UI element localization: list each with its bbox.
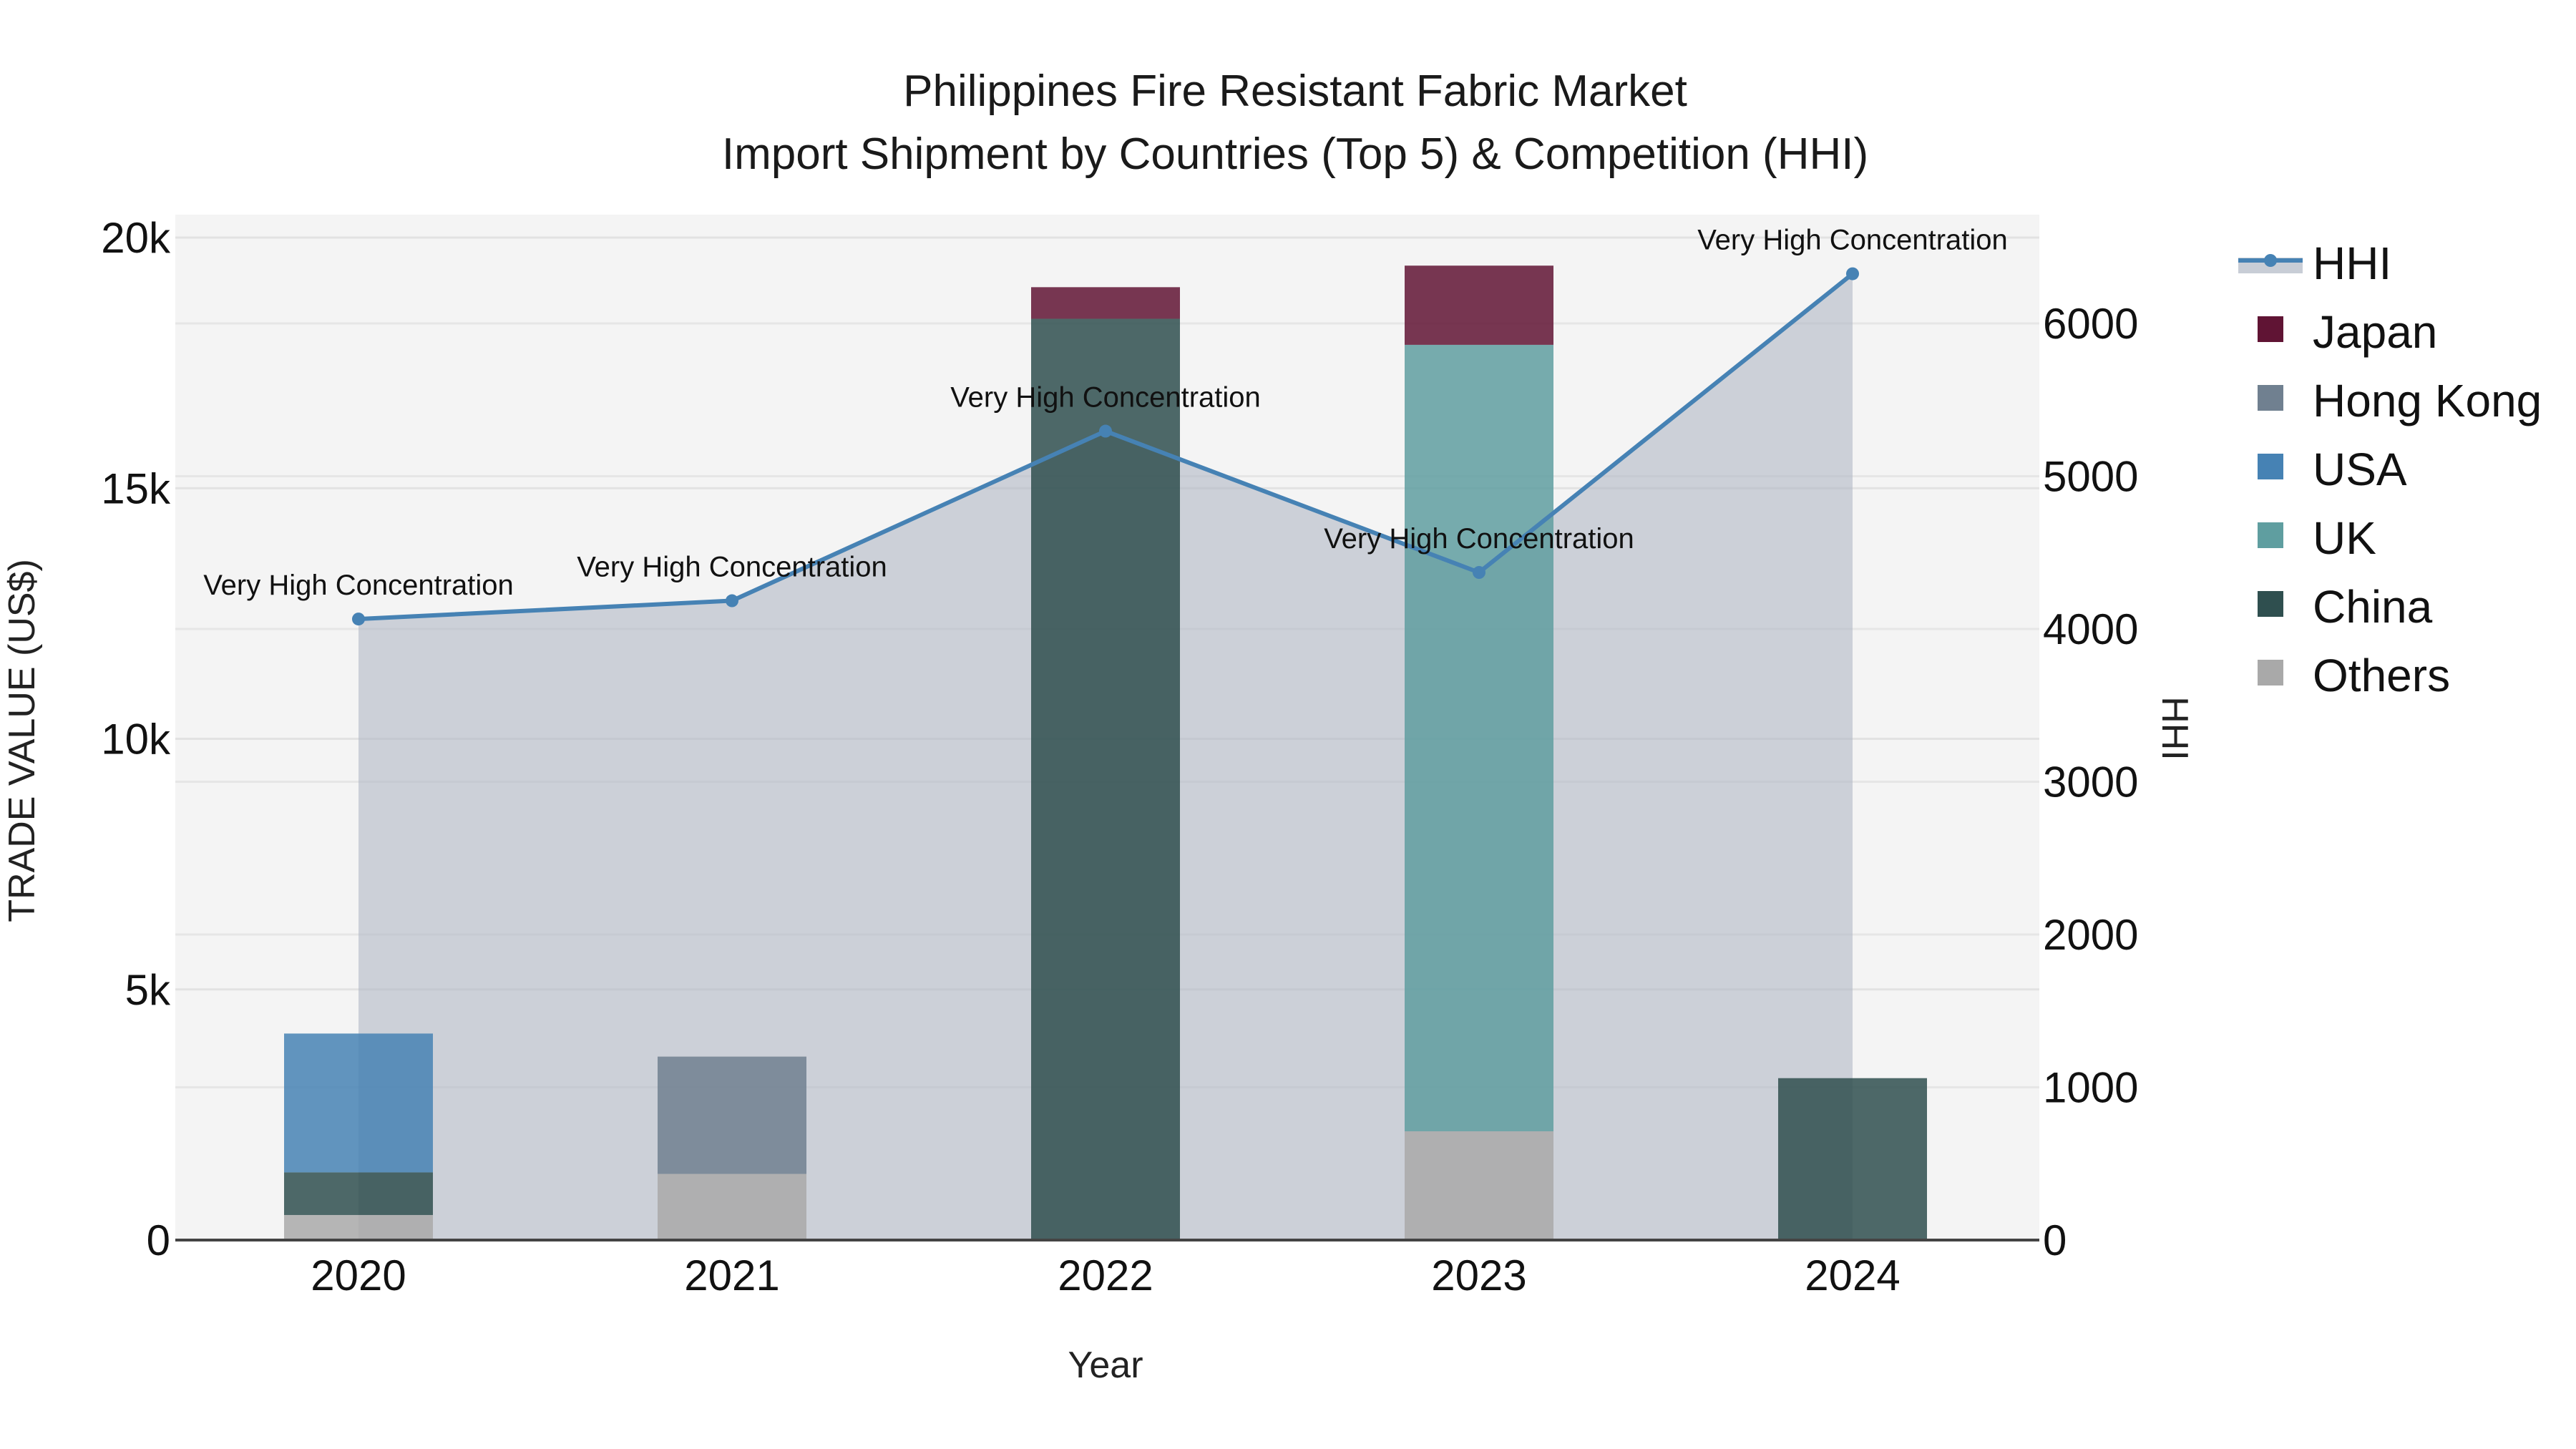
bar-segment-china [284, 1172, 433, 1215]
legend-label: USA [2313, 444, 2407, 495]
bar-segment-others [658, 1174, 806, 1240]
y-left-axis-title: TRADE VALUE (US$) [1, 559, 43, 922]
y-left-tick-label: 15k [101, 464, 171, 512]
legend-label: UK [2313, 512, 2376, 564]
y-right-tick-label: 0 [2043, 1216, 2067, 1264]
hhi-annotation: Very High Concentration [1324, 523, 1634, 555]
chart-title-line2: Import Shipment by Countries (Top 5) & C… [722, 130, 1868, 179]
legend-swatch-others [2258, 660, 2283, 686]
x-tick-label: 2021 [684, 1252, 779, 1299]
legend-label: Japan [2313, 306, 2437, 358]
y-right-tick-label: 2000 [2043, 911, 2138, 959]
bar-segment-uk [1405, 344, 1553, 1131]
y-right-axis-title: HHI [2154, 696, 2195, 761]
y-left-tick-label: 0 [147, 1216, 170, 1264]
hhi-marker [352, 613, 365, 626]
legend-swatch-uk [2258, 522, 2283, 548]
y-left-tick-label: 10k [101, 716, 171, 763]
legend-swatch-hong-kong [2258, 385, 2283, 411]
x-tick-label: 2023 [1431, 1252, 1526, 1299]
stacked-bars [284, 265, 1927, 1241]
x-tick-label: 2020 [311, 1252, 406, 1299]
y-left-tick-label: 20k [101, 214, 171, 262]
bar-segment-others [284, 1214, 433, 1240]
legend-swatch-china [2258, 591, 2283, 617]
y-right-ticks: 0 1000 2000 3000 4000 5000 6000 [2043, 300, 2138, 1264]
x-axis-title: Year [1068, 1345, 1143, 1386]
hhi-annotations: Very High Concentration Very High Concent… [203, 225, 2008, 602]
y-right-tick-label: 5000 [2043, 453, 2138, 501]
x-ticks: 2020 2021 2022 2023 2024 [311, 1252, 1900, 1299]
bar-segment-japan [1405, 265, 1553, 345]
legend-swatch-usa [2258, 454, 2283, 479]
y-left-ticks: 0 5k 10k 15k 20k [101, 214, 171, 1264]
x-tick-label: 2024 [1805, 1252, 1900, 1299]
legend: HHI Japan Hong Kong USA UK China Others [2238, 238, 2542, 701]
legend-swatch-japan [2258, 316, 2283, 342]
bar-segment-china [1778, 1078, 1927, 1240]
y-left-tick-label: 5k [125, 966, 171, 1014]
y-right-tick-label: 6000 [2043, 300, 2138, 348]
bar-segment-usa [284, 1033, 433, 1173]
hhi-annotation: Very High Concentration [203, 570, 514, 601]
chart-title-line1: Philippines Fire Resistant Fabric Market [903, 67, 1687, 116]
hhi-annotation: Very High Concentration [950, 382, 1261, 414]
legend-label: Hong Kong [2313, 375, 2542, 426]
y-right-tick-label: 1000 [2043, 1064, 2138, 1112]
legend-hhi-marker [2264, 254, 2277, 267]
y-right-tick-label: 3000 [2043, 758, 2138, 806]
legend-label: China [2313, 581, 2433, 633]
hhi-line [352, 267, 1859, 626]
bar-segment-others [1405, 1131, 1553, 1240]
hhi-marker [1099, 424, 1112, 438]
hhi-marker [1473, 566, 1485, 580]
legend-label: HHI [2313, 238, 2391, 289]
y-right-tick-label: 4000 [2043, 605, 2138, 653]
bar-segment-japan [1031, 287, 1180, 319]
legend-label: Others [2313, 650, 2450, 701]
bar-segment-china [1031, 318, 1180, 1241]
hhi-annotation: Very High Concentration [1697, 225, 2008, 256]
hhi-marker [1846, 267, 1859, 280]
hhi-annotation: Very High Concentration [577, 552, 887, 583]
x-tick-label: 2022 [1058, 1252, 1153, 1299]
bar-segment-hong-kong [658, 1056, 806, 1174]
hhi-marker [726, 594, 738, 608]
